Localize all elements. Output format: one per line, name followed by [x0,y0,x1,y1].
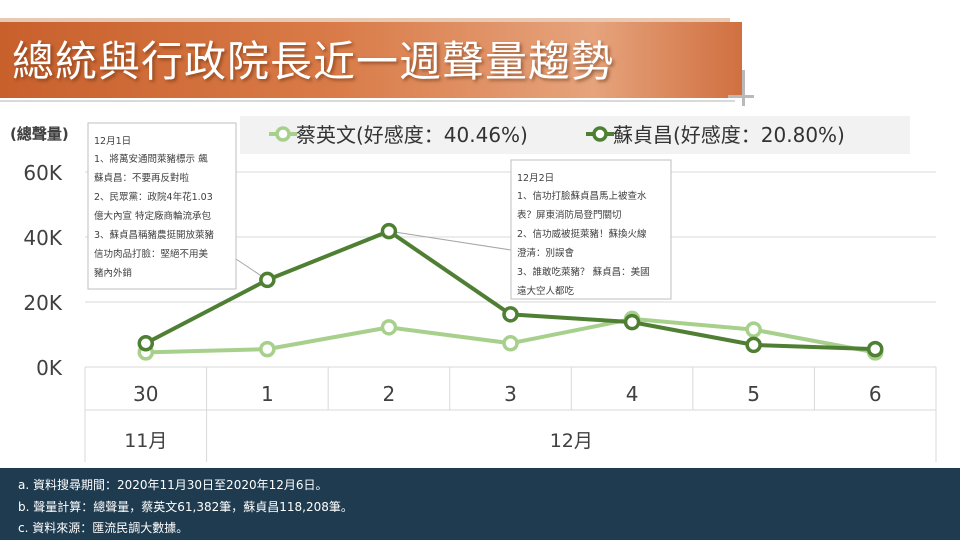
annotation-date: 12月1日 [94,136,131,147]
legend-marker-swatch [592,126,608,142]
title-underline [0,100,735,102]
annotation-leader-line [388,230,512,251]
series-point [623,313,641,331]
annotation-line: 表？屏東消防局登門關切 [517,209,622,221]
line-chart: 0K 20K 40K 60K (總聲量) 30 1 2 3 4 5 6 11月 12月 蔡英文(好感度：40… [10,116,937,462]
annotation-line: 1、將萬安通問萊豬標示 飆 [94,153,208,165]
legend-marker-swatch [275,126,291,142]
month-label: 11月 [124,430,167,452]
annotation-line: 3、誰敢吃萊豬？ 蘇貞昌：美國 [517,266,650,278]
series-point [502,306,519,323]
y-tick-label: 60K [23,161,62,185]
legend-entry: 蔡英文(好感度：40.46%) [296,123,528,147]
x-tick-label: 1 [261,382,274,406]
x-tick-label: 3 [504,382,517,406]
y-tick-label: 20K [23,291,62,315]
month-label: 12月 [550,430,593,452]
annotation-line: 遠大空人都吃 [517,285,575,297]
series-point [866,340,884,358]
x-tick-label: 4 [626,382,639,406]
footer-note-a: a. 資料搜尋期間：2020年11月30日至2020年12月6日。 [18,478,328,492]
y-tick-label: 40K [23,226,62,250]
series-point [137,335,155,352]
y-axis-label: (總聲量) [10,125,69,143]
annotation-box [87,122,237,290]
annotation-line: 2、民眾黨：政院4年花1.03 [94,191,213,203]
series-point [380,319,398,336]
title-banner [0,22,742,98]
x-tick-label: 5 [747,382,760,406]
annotation-line: 豬內外銷 [94,267,132,279]
footer-note-b: b. 聲量計算：總聲量，蔡英文61,382筆，蘇貞昌118,208筆。 [18,500,353,514]
annotation-line: 2、信功威被挺萊豬！蘇換火線 [517,228,647,240]
x-tick-label: 6 [869,382,882,406]
banner-top-line [0,18,730,22]
series-point [745,321,762,338]
footer-notes: a. 資料搜尋期間：2020年11月30日至2020年12月6日。 b. 聲量計… [0,468,960,540]
series-point [259,340,276,358]
series-point [380,222,398,240]
annotation-date: 12月2日 [517,173,554,184]
annotation-box [510,159,672,300]
x-tick-label: 2 [383,382,396,406]
annotation-line: 3、蘇貞昌稱豬農挺開放萊豬 [94,229,215,241]
annotation-line: 蘇貞昌：不要再反對啦 [94,172,190,184]
footer-note-c: c. 資料來源：匯流民調大數據。 [18,521,189,535]
annotation-line: 億大內宣 特定廠商輪流承包 [94,210,212,222]
annotation-line: 澄清：別誤會 [517,247,575,259]
x-tick-label: 30 [133,382,158,406]
page-title: 總統與行政院長近一週聲量趨勢 [12,37,615,86]
corner-mark-horizontal [728,95,754,98]
series-point [745,336,762,354]
series-point [502,335,519,352]
annotation-line: 信功肉品打臉：堅絕不用美 [94,248,209,260]
series-point [259,271,276,289]
annotation-line: 1、信功打臉蘇貞昌馬上被查水 [517,190,647,202]
y-tick-label: 0K [36,356,63,380]
legend-entry: 蘇貞昌(好感度：20.80%) [613,123,845,147]
corner-mark-vertical [742,70,745,106]
legend-background [240,116,910,154]
